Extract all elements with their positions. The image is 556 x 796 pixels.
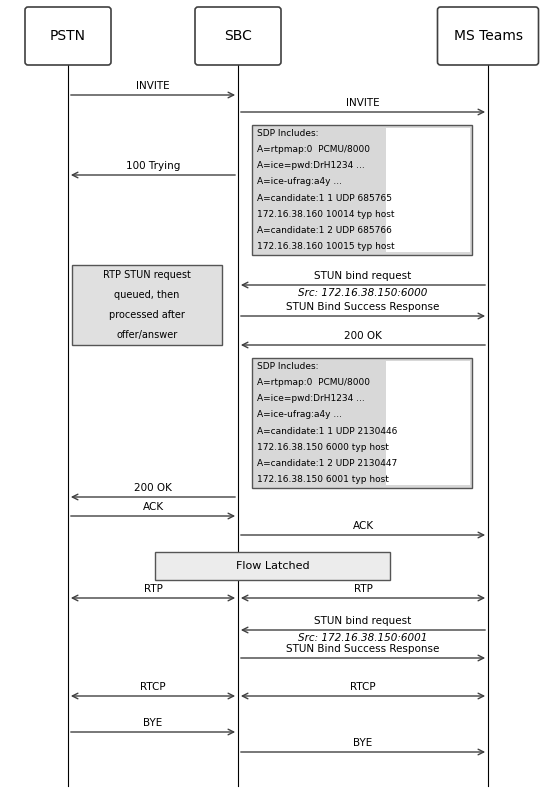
Text: Src: 172.16.38.150:6000: Src: 172.16.38.150:6000 [299, 288, 428, 298]
Text: offer/answer: offer/answer [116, 330, 177, 340]
Text: 200 OK: 200 OK [344, 331, 382, 341]
Text: RTP: RTP [354, 584, 373, 594]
Text: MS Teams: MS Teams [454, 29, 523, 43]
Text: A=rtpmap:0  PCMU/8000: A=rtpmap:0 PCMU/8000 [257, 145, 370, 154]
Text: A=candidate:1 2 UDP 685766: A=candidate:1 2 UDP 685766 [257, 226, 392, 235]
FancyBboxPatch shape [252, 358, 472, 488]
FancyBboxPatch shape [25, 7, 111, 65]
Text: STUN bind request: STUN bind request [314, 271, 411, 281]
Text: A=rtpmap:0  PCMU/8000: A=rtpmap:0 PCMU/8000 [257, 378, 370, 387]
Text: processed after: processed after [109, 310, 185, 320]
FancyBboxPatch shape [386, 361, 470, 485]
Text: BYE: BYE [143, 718, 162, 728]
Text: A=ice-ufrag:a4y ...: A=ice-ufrag:a4y ... [257, 178, 342, 186]
Text: 172.16.38.150 6001 typ host: 172.16.38.150 6001 typ host [257, 475, 389, 485]
Text: BYE: BYE [354, 738, 373, 748]
Text: RTP: RTP [143, 584, 162, 594]
Text: 172.16.38.150 6000 typ host: 172.16.38.150 6000 typ host [257, 443, 389, 452]
Text: ACK: ACK [353, 521, 374, 531]
Text: A=candidate:1 1 UDP 2130446: A=candidate:1 1 UDP 2130446 [257, 427, 398, 435]
Text: queued, then: queued, then [115, 290, 180, 300]
Text: INVITE: INVITE [136, 81, 170, 91]
Text: 100 Trying: 100 Trying [126, 161, 180, 171]
Text: Src: 172.16.38.150:6001: Src: 172.16.38.150:6001 [299, 633, 428, 643]
Text: SDP Includes:: SDP Includes: [257, 361, 319, 371]
Text: 200 OK: 200 OK [134, 483, 172, 493]
Text: ACK: ACK [142, 502, 163, 512]
Text: RTCP: RTCP [140, 682, 166, 692]
Text: RTP STUN request: RTP STUN request [103, 270, 191, 280]
Text: RTCP: RTCP [350, 682, 376, 692]
Text: 172.16.38.160 10015 typ host: 172.16.38.160 10015 typ host [257, 242, 395, 252]
Text: A=candidate:1 2 UDP 2130447: A=candidate:1 2 UDP 2130447 [257, 459, 397, 468]
Text: STUN Bind Success Response: STUN Bind Success Response [286, 644, 440, 654]
FancyBboxPatch shape [252, 125, 472, 255]
FancyBboxPatch shape [72, 265, 222, 345]
FancyBboxPatch shape [438, 7, 539, 65]
Text: A=ice=pwd:DrH1234 ...: A=ice=pwd:DrH1234 ... [257, 161, 365, 170]
Text: 172.16.38.160 10014 typ host: 172.16.38.160 10014 typ host [257, 210, 395, 219]
Text: SDP Includes:: SDP Includes: [257, 129, 319, 138]
Text: PSTN: PSTN [50, 29, 86, 43]
Text: STUN bind request: STUN bind request [314, 616, 411, 626]
FancyBboxPatch shape [195, 7, 281, 65]
Text: STUN Bind Success Response: STUN Bind Success Response [286, 302, 440, 312]
FancyBboxPatch shape [155, 552, 390, 580]
Text: SBC: SBC [224, 29, 252, 43]
Text: Flow Latched: Flow Latched [236, 561, 309, 571]
Text: A=candidate:1 1 UDP 685765: A=candidate:1 1 UDP 685765 [257, 193, 392, 203]
Text: A=ice-ufrag:a4y ...: A=ice-ufrag:a4y ... [257, 411, 342, 419]
Text: A=ice=pwd:DrH1234 ...: A=ice=pwd:DrH1234 ... [257, 394, 365, 403]
Text: INVITE: INVITE [346, 98, 380, 108]
FancyBboxPatch shape [386, 128, 470, 252]
